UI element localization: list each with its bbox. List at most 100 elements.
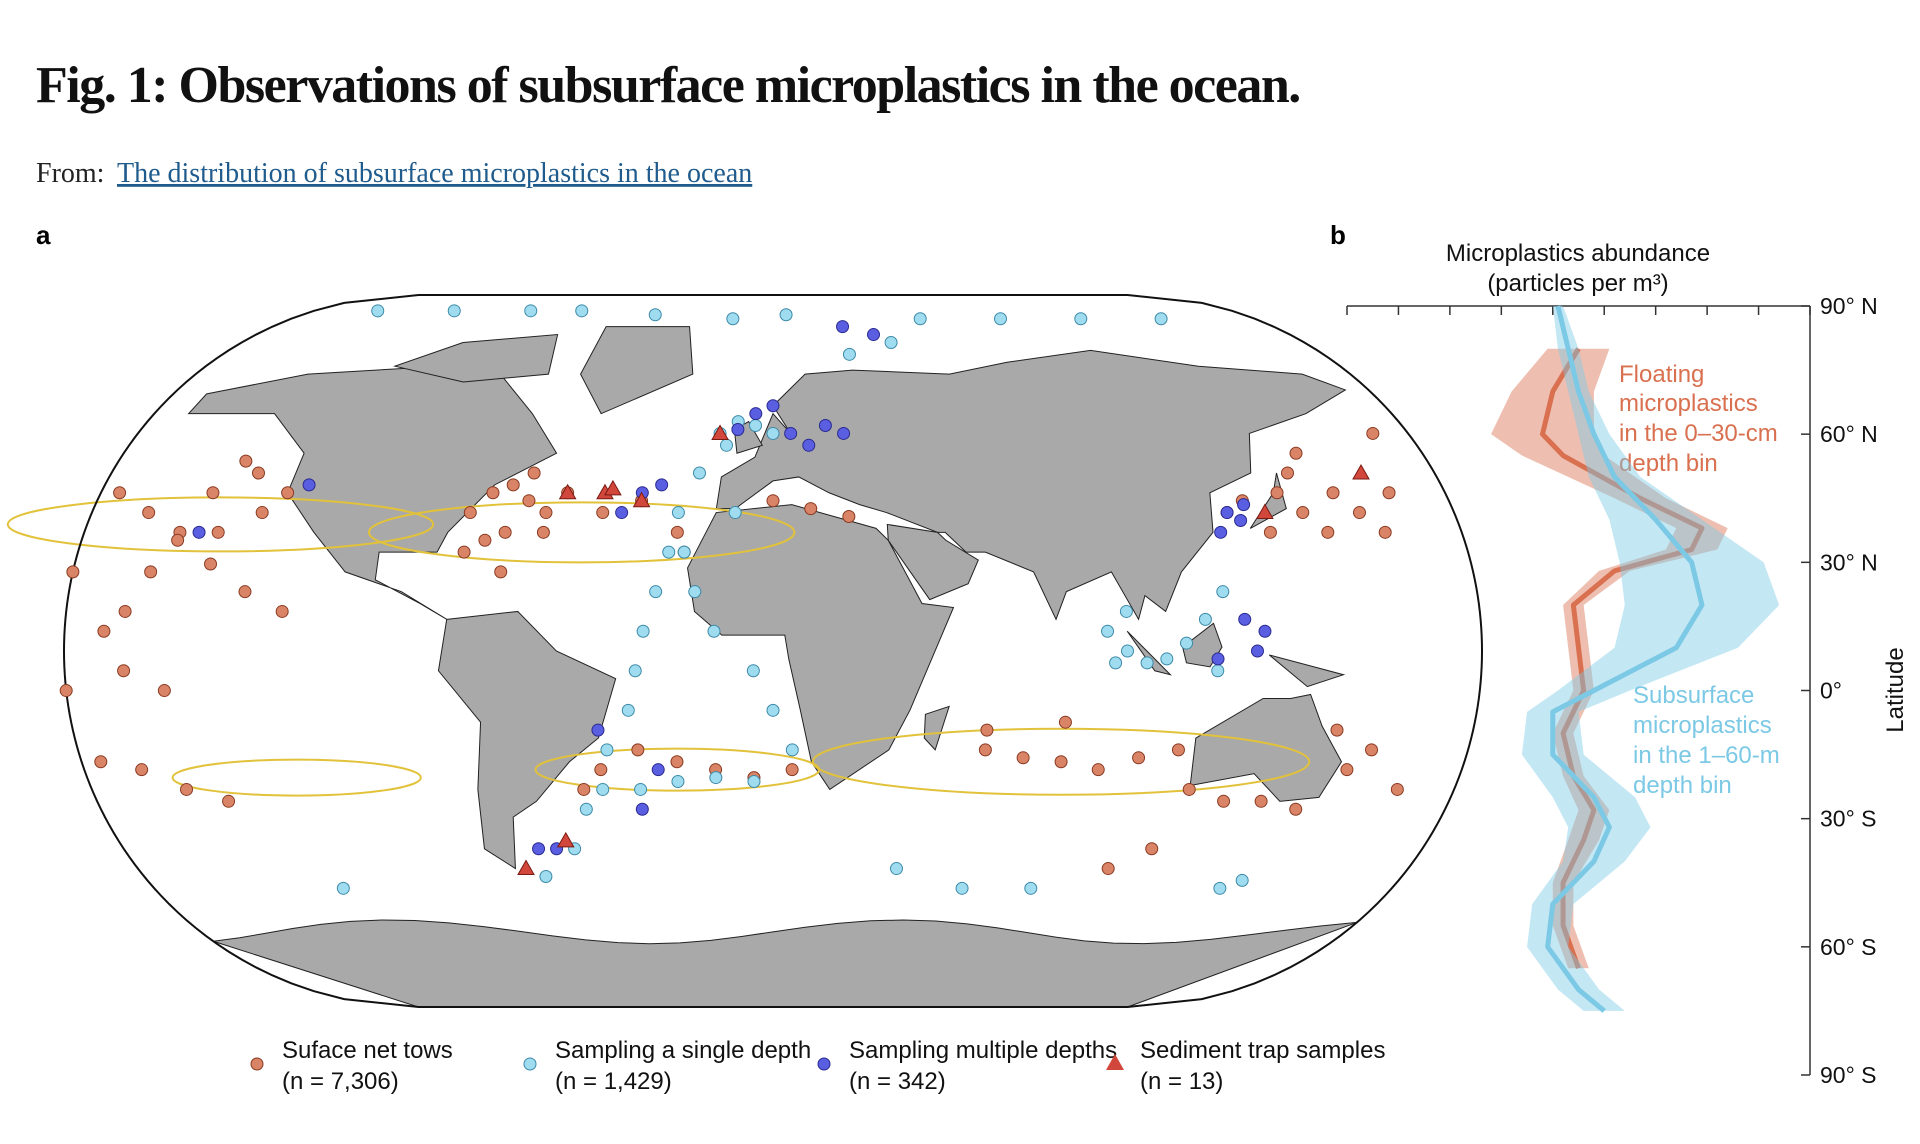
sample-point bbox=[494, 565, 508, 579]
sample-point bbox=[731, 422, 745, 436]
sample-point bbox=[746, 664, 760, 678]
sample-point bbox=[222, 794, 236, 808]
sample-point bbox=[628, 664, 642, 678]
sample-point bbox=[747, 775, 761, 789]
continent bbox=[393, 334, 559, 383]
gyre-outline bbox=[811, 727, 1311, 796]
sample-point bbox=[749, 419, 763, 433]
legend-label: Sediment trap samples bbox=[1140, 1037, 1385, 1064]
sample-point bbox=[596, 782, 610, 796]
from-label: From: bbox=[36, 158, 104, 189]
sample-point bbox=[709, 771, 723, 785]
sample-point bbox=[238, 585, 252, 599]
sample-point bbox=[180, 782, 194, 796]
sample-point bbox=[994, 312, 1008, 326]
continent bbox=[1189, 693, 1343, 802]
sample-point bbox=[1132, 751, 1146, 765]
sample-point bbox=[336, 881, 350, 895]
sample-point bbox=[1237, 498, 1251, 512]
sample-point bbox=[1024, 881, 1038, 895]
gyre-outline bbox=[367, 501, 796, 564]
sample-point bbox=[532, 842, 546, 856]
panel-label: b bbox=[1330, 220, 1346, 250]
series-annotation: depth bin bbox=[1633, 772, 1732, 799]
sample-point bbox=[1238, 612, 1252, 626]
sample-point bbox=[1258, 624, 1272, 638]
sample-point bbox=[1101, 624, 1115, 638]
latitude-profile: 90° N 60° N 30° N 0° 30° S 60° S 90° S Micropla… bbox=[1346, 240, 1909, 1088]
y-tick-label: 30° N bbox=[1820, 549, 1878, 575]
y-tick-label: 30° S bbox=[1820, 806, 1877, 832]
sample-point bbox=[1054, 755, 1068, 769]
continent bbox=[1126, 630, 1173, 676]
sample-point bbox=[1211, 652, 1225, 666]
sample-point bbox=[1119, 604, 1133, 618]
sample-point bbox=[1180, 636, 1194, 650]
sample-point bbox=[281, 486, 295, 500]
legend-label: Suface net tows bbox=[282, 1037, 453, 1064]
profile-line bbox=[1545, 305, 1705, 1013]
sample-point bbox=[1109, 656, 1123, 670]
continent bbox=[213, 919, 1358, 1007]
sample-point bbox=[692, 466, 706, 480]
y-tick-label: 90° S bbox=[1820, 1062, 1877, 1088]
legend-marker bbox=[523, 1057, 537, 1071]
sample-point bbox=[1263, 525, 1277, 539]
sample-point bbox=[135, 763, 149, 777]
sample-point bbox=[670, 525, 684, 539]
legend-marker bbox=[817, 1057, 831, 1071]
legend-marker bbox=[1106, 1054, 1124, 1070]
sample-point bbox=[1160, 652, 1174, 666]
y-axis-label: Latitude bbox=[1882, 647, 1909, 732]
trap-marker bbox=[1352, 463, 1370, 480]
sample-point bbox=[239, 454, 253, 468]
sample-point bbox=[478, 533, 492, 547]
sample-point bbox=[118, 604, 132, 618]
sample-point bbox=[1250, 644, 1264, 658]
legend-label: Sampling a single depth bbox=[555, 1037, 811, 1064]
x-axis-label: (particles per m³) bbox=[1487, 270, 1668, 297]
profile-line bbox=[1539, 347, 1705, 970]
sample-point bbox=[302, 478, 316, 492]
sample-point bbox=[655, 478, 669, 492]
legend-marker bbox=[250, 1057, 264, 1071]
sample-point bbox=[117, 664, 131, 678]
sample-point bbox=[157, 684, 171, 698]
sample-point bbox=[1235, 873, 1249, 887]
source-link[interactable]: The distribution of subsurface microplas… bbox=[117, 158, 752, 189]
series-annotation: in the 0–30-cm bbox=[1619, 420, 1778, 447]
sample-point bbox=[1091, 763, 1105, 777]
legend-count: (n = 1,429) bbox=[555, 1068, 672, 1095]
sample-point bbox=[634, 782, 648, 796]
sample-point bbox=[1390, 782, 1404, 796]
series-annotation: Subsurface bbox=[1633, 682, 1754, 709]
sample-point bbox=[539, 869, 553, 883]
sample-point bbox=[144, 565, 158, 579]
sample-point bbox=[766, 703, 780, 717]
sample-point bbox=[536, 525, 550, 539]
series-annotation: depth bin bbox=[1619, 450, 1718, 477]
legend-count: (n = 13) bbox=[1140, 1068, 1223, 1095]
sample-point bbox=[635, 802, 649, 816]
sample-point bbox=[1321, 525, 1335, 539]
sample-point bbox=[636, 624, 650, 638]
trap-marker bbox=[517, 859, 535, 876]
continent bbox=[1249, 472, 1287, 529]
sample-point bbox=[651, 763, 665, 777]
sample-point bbox=[662, 545, 676, 559]
sample-point bbox=[1220, 506, 1234, 520]
sample-point bbox=[255, 506, 269, 520]
sample-point bbox=[884, 335, 898, 349]
sample-point bbox=[728, 506, 742, 520]
land bbox=[187, 326, 1358, 1007]
sample-point bbox=[649, 585, 663, 599]
sample-point bbox=[720, 438, 734, 452]
sample-point bbox=[1365, 743, 1379, 757]
sample-point bbox=[1289, 802, 1303, 816]
continent bbox=[1268, 654, 1346, 688]
sample-point bbox=[842, 510, 856, 524]
sample-point bbox=[506, 478, 520, 492]
sample-point bbox=[726, 312, 740, 326]
sample-point bbox=[1198, 612, 1212, 626]
sample-point bbox=[1154, 312, 1168, 326]
